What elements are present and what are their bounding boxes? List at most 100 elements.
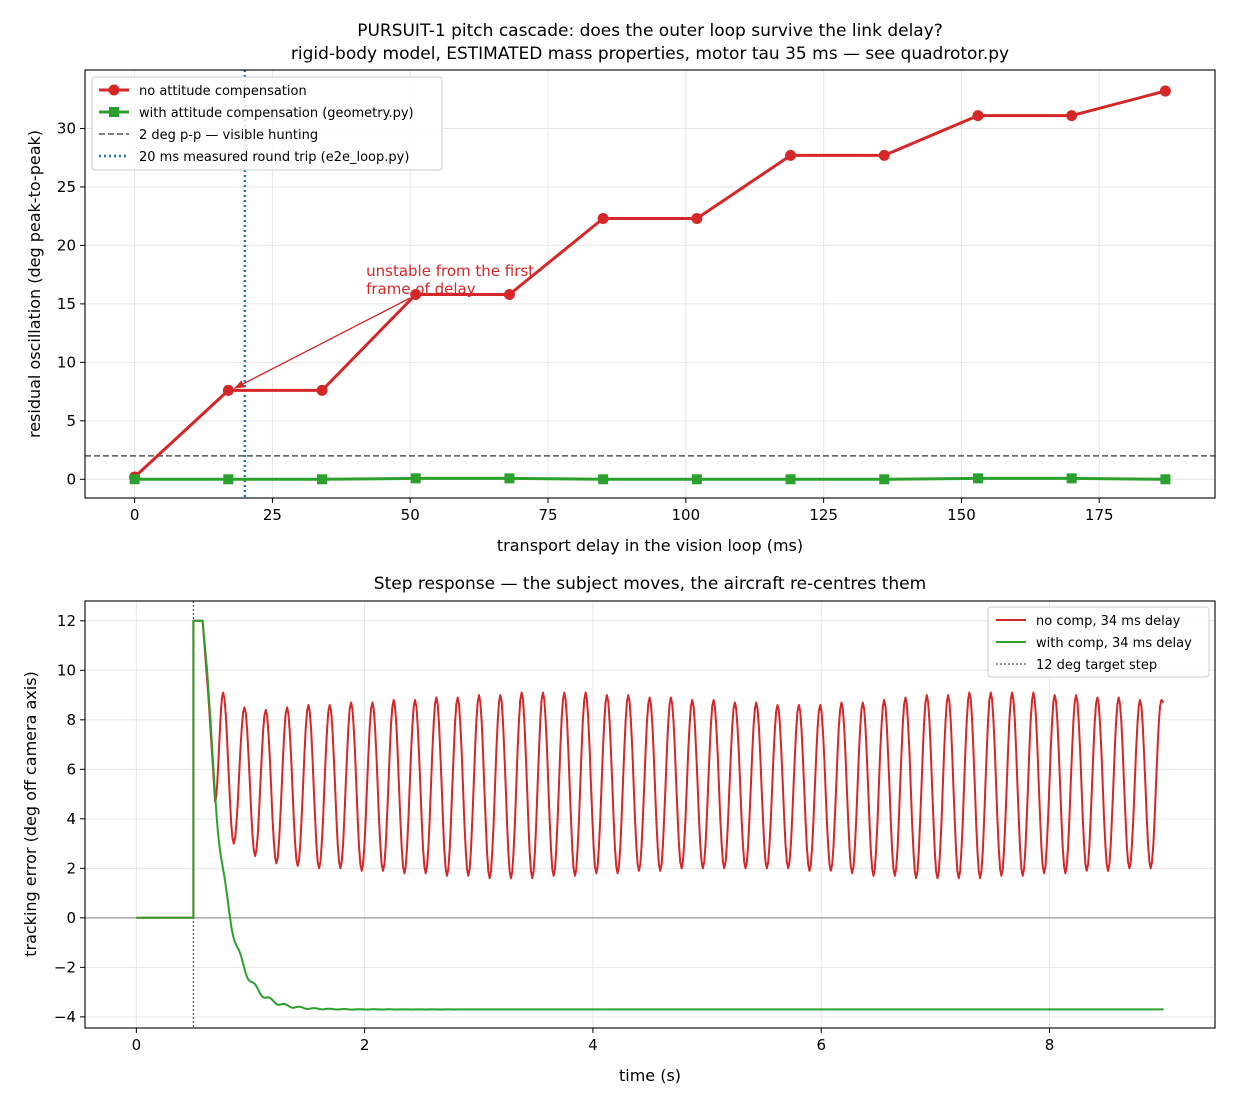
legend-entry-with-comp: with comp, 34 ms delay	[996, 636, 1192, 651]
chart-title: Step response — the subject moves, the a…	[374, 574, 926, 594]
data-point	[504, 473, 515, 484]
y-tick-label: 20	[57, 236, 76, 254]
legend-entry-with-compensation: with attitude compensation (geometry.py)	[99, 106, 414, 121]
y-tick-label: 6	[66, 760, 76, 778]
legend-entry-round-trip: 20 ms measured round trip (e2e_loop.py)	[99, 150, 409, 165]
y-tick-label: 12	[57, 612, 76, 630]
series-line	[133, 89, 1166, 479]
step-response-chart: Step response — the subject moves, the a…	[21, 574, 1216, 1085]
legend-label: with comp, 34 ms delay	[1036, 636, 1192, 651]
x-tick-label: 150	[947, 506, 976, 524]
series-layer	[136, 619, 1165, 1011]
x-tick-label: 4	[588, 1036, 598, 1054]
y-axis-label: residual oscillation (deg peak-to-peak)	[25, 130, 44, 438]
legend-label: 2 deg p-p — visible hunting	[139, 128, 318, 143]
annotation-arrow	[234, 297, 411, 389]
data-point	[316, 384, 328, 396]
annotation-arrowhead	[234, 380, 245, 389]
data-point	[972, 110, 984, 122]
y-tick-label: 10	[57, 661, 76, 679]
data-point	[129, 474, 140, 485]
y-tick-label: 0	[66, 909, 76, 927]
data-point	[598, 474, 609, 485]
y-ticks: −4 −2 0 2 4 6 8 10 12	[54, 612, 85, 1026]
y-tick-label: 4	[66, 810, 76, 828]
x-tick-label: 125	[809, 506, 838, 524]
x-tick-label: 50	[401, 506, 420, 524]
data-point	[878, 149, 890, 161]
legend-box	[91, 76, 443, 171]
legend: no attitude compensation with attitude c…	[91, 76, 443, 171]
annotation-text-line-1: unstable from the first	[366, 262, 534, 280]
legend-label: no comp, 34 ms delay	[1036, 614, 1181, 629]
y-tick-label: 8	[66, 711, 76, 729]
x-tick-label: 25	[263, 506, 282, 524]
series-line	[134, 476, 1166, 481]
data-point	[879, 474, 890, 485]
legend-entry-no-compensation: no attitude compensation	[99, 84, 307, 99]
x-tick-label: 2	[360, 1036, 370, 1054]
plot-frame	[84, 600, 1216, 1029]
x-ticks: 0 2 4 6 8	[132, 1028, 1055, 1054]
legend-label: with attitude compensation (geometry.py)	[139, 106, 414, 121]
legend-entry-hunting-threshold: 2 deg p-p — visible hunting	[99, 128, 318, 143]
y-tick-label: 30	[57, 119, 76, 137]
data-point	[410, 473, 421, 484]
data-point	[1160, 474, 1171, 485]
annotation-text-line-2: frame of delay	[366, 280, 476, 298]
y-tick-label: 5	[66, 412, 76, 430]
y-tick-label: 25	[57, 178, 76, 196]
x-tick-label: 6	[816, 1036, 826, 1054]
x-tick-label: 8	[1045, 1036, 1055, 1054]
data-point	[691, 474, 702, 485]
data-point	[503, 289, 515, 301]
y-tick-label: −4	[54, 1008, 76, 1026]
x-axis-label: time (s)	[619, 1066, 681, 1085]
legend-label: no attitude compensation	[139, 84, 307, 99]
y-ticks: 0 5 10 15 20 25 30	[57, 119, 85, 488]
data-point	[785, 474, 796, 485]
series-no-compensation	[129, 85, 1171, 483]
data-point	[1159, 85, 1171, 97]
x-ticks: 0 25 50 75 100 125 150 175	[130, 498, 1114, 524]
y-axis-label: tracking error (deg off camera axis)	[21, 671, 40, 957]
data-point	[223, 474, 234, 485]
data-point	[1066, 473, 1077, 484]
x-tick-label: 175	[1085, 506, 1114, 524]
data-point	[691, 213, 703, 225]
x-tick-label: 0	[132, 1036, 142, 1054]
x-tick-label: 75	[538, 506, 557, 524]
data-point	[597, 213, 609, 225]
series-no-comp-line	[136, 619, 1165, 919]
y-tick-label: 15	[57, 295, 76, 313]
x-tick-label: 100	[672, 506, 701, 524]
data-point	[222, 384, 234, 396]
data-point	[972, 473, 983, 484]
legend-label: 12 deg target step	[1036, 658, 1157, 673]
y-tick-label: 10	[57, 353, 76, 371]
x-tick-label: 0	[130, 506, 140, 524]
data-point	[410, 289, 422, 301]
series-with-compensation	[129, 473, 1171, 485]
y-tick-label: 0	[66, 470, 76, 488]
y-tick-label: −2	[54, 958, 76, 976]
chart-subtitle: rigid-body model, ESTIMATED mass propert…	[291, 44, 1009, 64]
legend: no comp, 34 ms delay with comp, 34 ms de…	[987, 606, 1210, 678]
legend-label: 20 ms measured round trip (e2e_loop.py)	[139, 150, 409, 165]
data-point	[317, 474, 328, 485]
delay-sweep-chart: PURSUIT-1 pitch cascade: does the outer …	[25, 21, 1216, 555]
y-tick-label: 2	[66, 859, 76, 877]
data-point	[1066, 110, 1078, 122]
legend-entry-no-comp: no comp, 34 ms delay	[996, 614, 1181, 629]
legend-entry-target-step: 12 deg target step	[996, 658, 1157, 673]
series-layer	[129, 85, 1171, 485]
grid	[85, 70, 1215, 498]
data-point	[785, 149, 797, 161]
annotation: unstable from the first frame of delay	[234, 262, 534, 389]
legend-box	[987, 606, 1210, 678]
x-axis-label: transport delay in the vision loop (ms)	[497, 536, 803, 555]
plot-frame	[84, 69, 1216, 499]
series-with-comp-line	[136, 619, 1164, 1011]
chart-title: PURSUIT-1 pitch cascade: does the outer …	[357, 21, 943, 41]
